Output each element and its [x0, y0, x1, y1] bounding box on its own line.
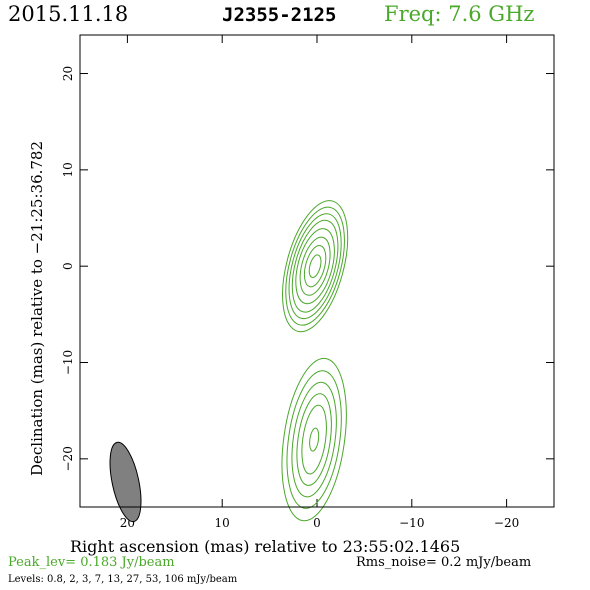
source-name: J2355-2125	[222, 4, 336, 26]
core-contour	[291, 219, 339, 313]
y-tick-label: 10	[61, 162, 75, 177]
jet-contour	[291, 381, 337, 498]
jet-contour	[286, 370, 342, 509]
x-tick-label: 0	[313, 516, 321, 530]
core-contour	[308, 254, 322, 278]
y-tick-label: −20	[61, 446, 75, 471]
beam-ellipse	[109, 441, 142, 523]
observation-date: 2015.11.18	[8, 2, 128, 26]
frequency-label: Freq: 7.6 GHz	[384, 2, 534, 26]
core-contour	[295, 228, 335, 305]
y-tick-label: −10	[61, 350, 75, 375]
peak-level: Peak_lev= 0.183 Jy/beam	[8, 555, 175, 570]
contours	[281, 200, 349, 522]
jet-contour	[296, 393, 332, 486]
x-axis-label: Right ascension (mas) relative to 23:55:…	[70, 537, 460, 556]
y-tick-label: 20	[61, 66, 75, 81]
jet-contour	[309, 427, 320, 452]
jet-contour	[301, 404, 327, 475]
x-tick-label: 10	[215, 516, 230, 530]
contour-levels: Levels: 0.8, 2, 3, 7, 13, 27, 53, 106 mJ…	[8, 574, 238, 585]
x-tick-label: −10	[399, 516, 424, 530]
core-contour	[299, 236, 331, 296]
beam-shape	[109, 441, 142, 523]
y-axis-label: Declination (mas) relative to −21:25:36.…	[28, 141, 46, 476]
y-tick-label: 0	[61, 262, 75, 270]
core-contour	[303, 245, 327, 288]
core-contour	[288, 213, 342, 320]
core-contour	[282, 200, 349, 333]
jet-contour	[281, 357, 347, 522]
rms-noise: Rms_noise= 0.2 mJy/beam	[356, 555, 531, 570]
plot-frame	[79, 34, 555, 508]
x-tick-label: −20	[494, 516, 519, 530]
core-contour	[285, 206, 345, 326]
